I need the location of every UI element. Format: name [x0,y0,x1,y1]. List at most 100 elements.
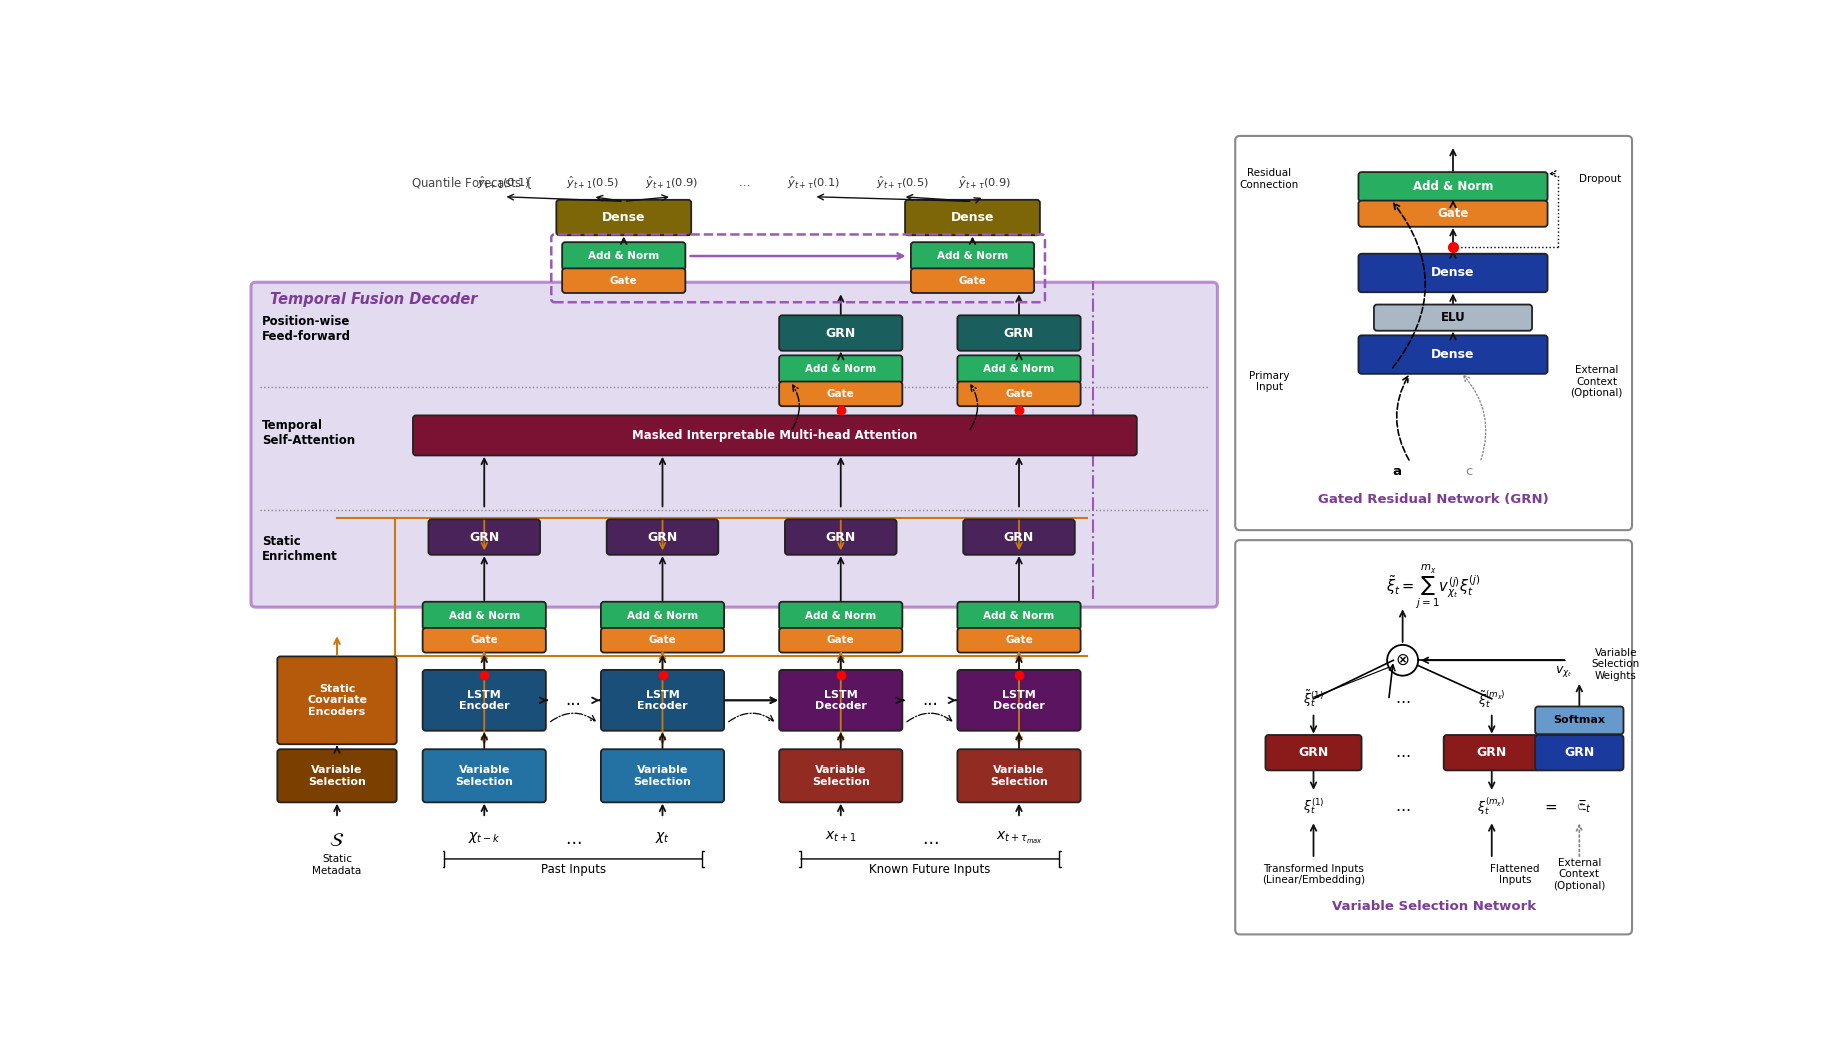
Text: LSTM
Decoder: LSTM Decoder [815,689,866,712]
Text: Dense: Dense [601,211,645,224]
FancyBboxPatch shape [779,670,903,731]
Text: Add & Norm: Add & Norm [1413,181,1493,193]
Text: Add & Norm: Add & Norm [983,611,1055,620]
Text: $=$: $=$ [1541,799,1557,815]
FancyBboxPatch shape [1358,201,1548,227]
FancyBboxPatch shape [1536,735,1623,770]
FancyBboxPatch shape [1265,735,1362,770]
FancyBboxPatch shape [422,602,547,630]
Text: ...: ... [921,691,938,709]
FancyBboxPatch shape [422,670,547,731]
Text: Add & Norm: Add & Norm [938,251,1007,261]
Text: c: c [1576,800,1583,813]
Text: $\ldots$: $\ldots$ [565,829,581,847]
Text: $\mathcal{S}$: $\mathcal{S}$ [329,832,344,851]
Text: $x_{t+1}$: $x_{t+1}$ [824,829,857,844]
Text: Gate: Gate [611,276,638,286]
Text: Transformed Inputs
(Linear/Embedding): Transformed Inputs (Linear/Embedding) [1261,863,1366,885]
Text: $\tilde{\xi}_t^{(1)}$: $\tilde{\xi}_t^{(1)}$ [1303,688,1323,709]
Text: GRN: GRN [1477,747,1506,759]
Text: Static
Metadata: Static Metadata [313,854,362,876]
FancyBboxPatch shape [422,628,547,652]
FancyBboxPatch shape [1358,172,1548,202]
Text: $\Xi_t$: $\Xi_t$ [1578,799,1592,815]
FancyBboxPatch shape [601,602,724,630]
Text: Variable
Selection
Weights: Variable Selection Weights [1592,648,1640,681]
Text: $\otimes$: $\otimes$ [1395,651,1409,669]
Text: $\hat{y}_{t+1}(0.5)$: $\hat{y}_{t+1}(0.5)$ [567,174,620,191]
Text: LSTM
Encoder: LSTM Encoder [638,689,687,712]
FancyBboxPatch shape [958,315,1080,350]
Text: $\tilde{\xi}_t^{(m_\chi)}$: $\tilde{\xi}_t^{(m_\chi)}$ [1477,688,1506,709]
Text: External
Context
(Optional): External Context (Optional) [1570,365,1623,398]
FancyBboxPatch shape [963,519,1075,554]
Text: Dropout: Dropout [1579,174,1621,184]
Text: GRN: GRN [1565,747,1594,759]
Text: GRN: GRN [1004,326,1035,340]
FancyBboxPatch shape [601,670,724,731]
FancyBboxPatch shape [250,282,1217,607]
Text: Flattened
Inputs: Flattened Inputs [1490,863,1539,885]
Text: Add & Norm: Add & Norm [804,364,876,374]
Text: GRN: GRN [470,531,499,544]
FancyBboxPatch shape [1358,254,1548,292]
FancyBboxPatch shape [601,628,724,652]
Text: Primary
Input: Primary Input [1249,371,1289,392]
Text: $\hat{y}_{t+1}(0.9)$: $\hat{y}_{t+1}(0.9)$ [645,174,698,191]
Text: Variable
Selection: Variable Selection [634,765,691,787]
FancyBboxPatch shape [958,628,1080,652]
Text: $\hat{y}_{t+1}(0.1)$: $\hat{y}_{t+1}(0.1)$ [477,174,530,191]
FancyBboxPatch shape [1444,735,1539,770]
FancyBboxPatch shape [958,602,1080,630]
Text: Add & Norm: Add & Norm [589,251,660,261]
Text: Static
Covariate
Encoders: Static Covariate Encoders [307,684,367,717]
Text: $\chi_{t-k}$: $\chi_{t-k}$ [468,829,501,844]
Text: $\xi_t^{(1)}$: $\xi_t^{(1)}$ [1303,796,1323,817]
Text: GRN: GRN [647,531,678,544]
Text: Past Inputs: Past Inputs [541,862,605,876]
Text: Static
Enrichment: Static Enrichment [261,534,338,563]
Text: Quantile Forecasts $\{$: Quantile Forecasts $\{$ [411,175,532,191]
Text: GRN: GRN [1004,531,1035,544]
Text: Variable Selection Network: Variable Selection Network [1331,900,1536,913]
Text: Add & Norm: Add & Norm [627,611,698,620]
Text: External
Context
(Optional): External Context (Optional) [1554,858,1605,891]
FancyBboxPatch shape [958,381,1080,406]
FancyBboxPatch shape [422,749,547,803]
Text: $\ldots$: $\ldots$ [1395,691,1411,706]
Text: Gate: Gate [1005,389,1033,399]
Text: Gated Residual Network (GRN): Gated Residual Network (GRN) [1318,493,1548,507]
Text: $\chi_t$: $\chi_t$ [654,829,671,844]
Text: Gate: Gate [1437,207,1468,220]
FancyBboxPatch shape [784,519,896,554]
Text: Add & Norm: Add & Norm [983,364,1055,374]
FancyBboxPatch shape [958,670,1080,731]
Text: Variable
Selection: Variable Selection [309,765,366,787]
FancyBboxPatch shape [563,269,686,293]
FancyBboxPatch shape [428,519,539,554]
FancyBboxPatch shape [278,656,397,744]
Text: Gate: Gate [826,389,856,399]
Text: Add & Norm: Add & Norm [448,611,519,620]
FancyBboxPatch shape [607,519,718,554]
FancyBboxPatch shape [1236,136,1632,530]
FancyBboxPatch shape [958,749,1080,803]
Text: GRN: GRN [826,326,856,340]
Text: Gate: Gate [826,635,856,646]
Text: Masked Interpretable Multi-head Attention: Masked Interpretable Multi-head Attentio… [632,429,918,442]
Text: Softmax: Softmax [1554,716,1605,725]
Text: Gate: Gate [470,635,497,646]
FancyBboxPatch shape [1536,706,1623,734]
Text: $\ldots$: $\ldots$ [739,177,749,188]
Text: $\ldots$: $\ldots$ [1395,746,1411,760]
FancyBboxPatch shape [278,749,397,803]
Text: $\hat{y}_{t+\tau}(0.9)$: $\hat{y}_{t+\tau}(0.9)$ [958,174,1011,191]
Text: $x_{t+\tau_{max}}$: $x_{t+\tau_{max}}$ [996,829,1042,845]
FancyBboxPatch shape [1236,541,1632,935]
Text: LSTM
Decoder: LSTM Decoder [993,689,1046,712]
Text: Add & Norm: Add & Norm [804,611,876,620]
Text: $\ldots$: $\ldots$ [921,829,938,847]
Text: Variable
Selection: Variable Selection [455,765,514,787]
Text: Residual
Connection: Residual Connection [1239,168,1300,190]
FancyBboxPatch shape [413,415,1137,456]
